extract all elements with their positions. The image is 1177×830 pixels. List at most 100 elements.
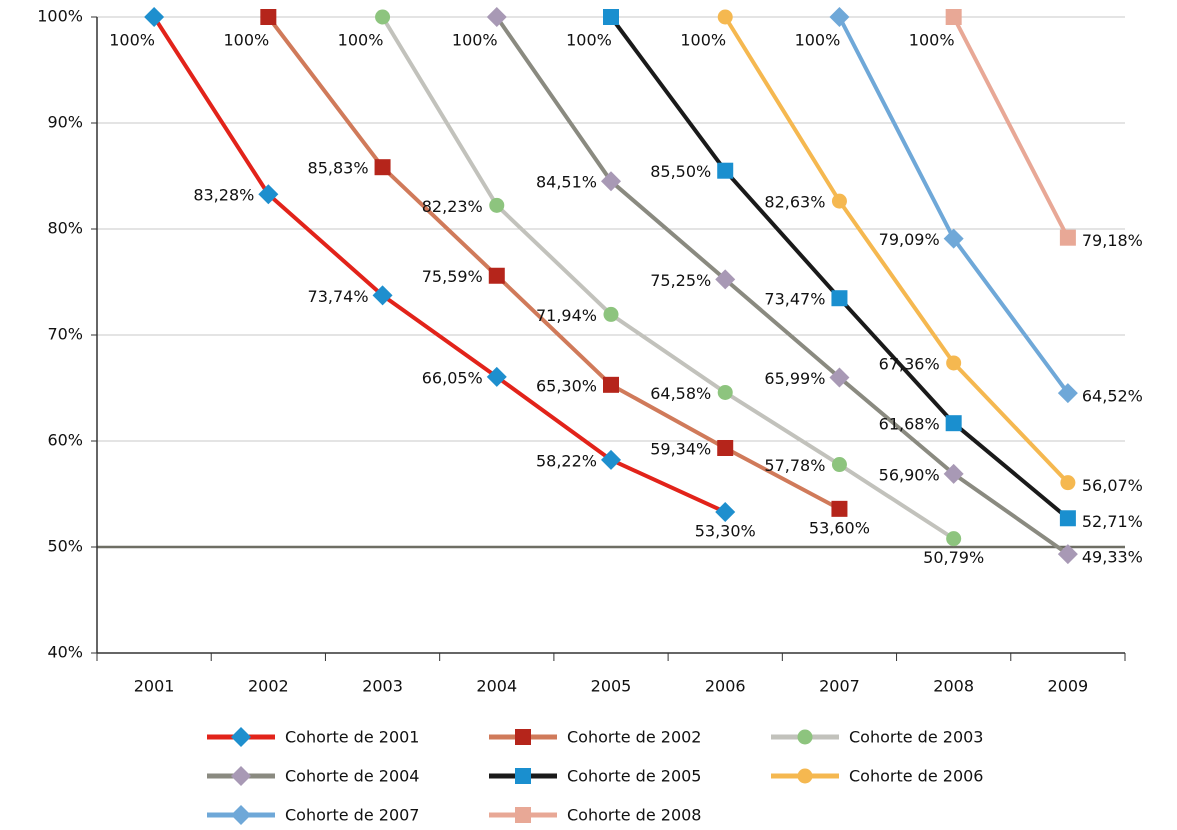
y-tick-label: 40% bbox=[47, 643, 83, 662]
marker bbox=[831, 290, 848, 307]
series-line bbox=[152, 15, 727, 514]
marker bbox=[715, 269, 736, 290]
value-label: 100% bbox=[223, 31, 269, 50]
marker bbox=[372, 285, 393, 306]
legend-marker bbox=[515, 729, 531, 745]
series-line bbox=[495, 15, 1070, 556]
value-label: 57,78% bbox=[764, 456, 825, 475]
value-label: 59,34% bbox=[650, 439, 711, 458]
marker bbox=[486, 366, 507, 387]
marker bbox=[717, 384, 733, 400]
marker bbox=[829, 7, 850, 27]
marker bbox=[943, 463, 964, 484]
marker bbox=[1057, 383, 1078, 404]
legend-marker bbox=[515, 807, 531, 823]
series-line bbox=[951, 16, 1070, 239]
value-label: 53,60% bbox=[809, 518, 870, 537]
legend-marker bbox=[515, 768, 531, 784]
x-tick-label: 2005 bbox=[591, 677, 632, 696]
value-label: 82,63% bbox=[764, 193, 825, 212]
marker bbox=[603, 9, 619, 25]
marker bbox=[601, 171, 621, 192]
value-label: 100% bbox=[566, 31, 612, 50]
value-label: 67,36% bbox=[879, 354, 940, 373]
marker bbox=[1059, 229, 1076, 246]
value-label: 71,94% bbox=[536, 306, 597, 325]
legend-label: Cohorte de 2002 bbox=[567, 728, 701, 747]
marker bbox=[831, 457, 847, 473]
marker bbox=[374, 159, 391, 176]
series-line bbox=[723, 15, 1070, 485]
marker bbox=[603, 306, 619, 322]
value-label: 56,07% bbox=[1082, 476, 1143, 495]
legend-marker bbox=[231, 727, 251, 747]
value-label: 100% bbox=[909, 31, 955, 50]
marker bbox=[1060, 475, 1076, 491]
value-label: 64,58% bbox=[650, 384, 711, 403]
x-tick-label: 2007 bbox=[819, 677, 860, 696]
value-label: 50,79% bbox=[923, 548, 984, 567]
value-label: 52,71% bbox=[1082, 512, 1143, 531]
marker bbox=[375, 9, 391, 25]
marker bbox=[715, 502, 736, 523]
legend-label: Cohorte de 2007 bbox=[285, 806, 419, 825]
value-label: 58,22% bbox=[536, 451, 597, 470]
marker bbox=[829, 367, 850, 388]
y-tick-label: 50% bbox=[47, 537, 83, 556]
marker bbox=[1057, 544, 1078, 565]
legend-label: Cohorte de 2001 bbox=[285, 728, 419, 747]
series-line bbox=[380, 15, 955, 541]
legend-label: Cohorte de 2006 bbox=[849, 767, 983, 786]
value-label: 73,47% bbox=[764, 290, 825, 309]
value-label: 100% bbox=[680, 31, 726, 50]
marker bbox=[946, 355, 962, 371]
y-tick-label: 100% bbox=[37, 7, 83, 26]
value-label: 65,30% bbox=[536, 376, 597, 395]
marker bbox=[144, 7, 165, 27]
y-tick-label: 60% bbox=[47, 431, 83, 450]
marker bbox=[945, 415, 962, 432]
value-label: 79,18% bbox=[1082, 231, 1143, 250]
legend-label: Cohorte de 2005 bbox=[567, 767, 701, 786]
legend-marker bbox=[231, 805, 251, 825]
x-tick-label: 2008 bbox=[933, 677, 974, 696]
y-tick-label: 90% bbox=[47, 113, 83, 132]
marker bbox=[717, 162, 734, 179]
marker bbox=[486, 7, 507, 27]
marker bbox=[489, 197, 505, 213]
x-tick-label: 2006 bbox=[705, 677, 746, 696]
marker bbox=[260, 9, 277, 25]
marker bbox=[1059, 510, 1076, 527]
value-label: 65,99% bbox=[764, 369, 825, 388]
x-tick-label: 2001 bbox=[134, 677, 175, 696]
legend-marker bbox=[797, 729, 813, 745]
value-label: 84,51% bbox=[536, 173, 597, 192]
marker bbox=[488, 267, 505, 284]
value-label: 100% bbox=[109, 31, 155, 50]
x-tick-label: 2009 bbox=[1048, 677, 1089, 696]
value-label: 56,90% bbox=[879, 465, 940, 484]
value-label: 100% bbox=[795, 31, 841, 50]
value-label: 53,30% bbox=[695, 522, 756, 541]
marker bbox=[258, 184, 279, 205]
value-label: 100% bbox=[338, 31, 384, 50]
series-line bbox=[266, 15, 841, 511]
y-tick-label: 80% bbox=[47, 219, 83, 238]
value-label: 75,59% bbox=[422, 267, 483, 286]
marker bbox=[943, 228, 964, 249]
marker bbox=[831, 500, 848, 517]
value-label: 82,23% bbox=[422, 197, 483, 216]
marker bbox=[601, 449, 621, 470]
legend-label: Cohorte de 2004 bbox=[285, 767, 419, 786]
marker bbox=[717, 9, 733, 25]
x-tick-label: 2003 bbox=[362, 677, 403, 696]
marker bbox=[717, 439, 734, 456]
marker bbox=[831, 193, 847, 209]
x-tick-label: 2002 bbox=[248, 677, 289, 696]
value-label: 85,50% bbox=[650, 162, 711, 181]
value-label: 79,09% bbox=[879, 230, 940, 249]
y-tick-label: 70% bbox=[47, 325, 83, 344]
marker bbox=[603, 376, 619, 393]
marker bbox=[945, 9, 962, 25]
